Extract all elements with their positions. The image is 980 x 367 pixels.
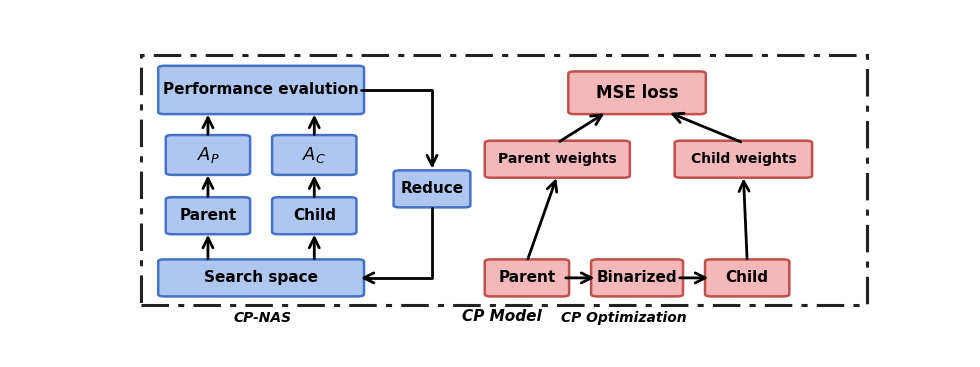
Text: MSE loss: MSE loss (596, 84, 678, 102)
Text: CP Model: CP Model (463, 309, 542, 324)
FancyBboxPatch shape (485, 141, 630, 178)
Text: $A_{P}$: $A_{P}$ (197, 145, 220, 165)
Text: CP-NAS: CP-NAS (234, 311, 292, 325)
FancyBboxPatch shape (674, 141, 812, 178)
Text: $A_{C}$: $A_{C}$ (302, 145, 326, 165)
Text: Parent weights: Parent weights (498, 152, 616, 166)
FancyBboxPatch shape (166, 197, 250, 234)
Text: Performance evalution: Performance evalution (164, 83, 359, 98)
FancyBboxPatch shape (272, 197, 357, 234)
Text: Binarized: Binarized (597, 270, 677, 286)
Text: Child: Child (725, 270, 768, 286)
FancyBboxPatch shape (394, 170, 470, 207)
FancyBboxPatch shape (158, 66, 364, 114)
Text: Parent: Parent (498, 270, 556, 286)
FancyBboxPatch shape (272, 135, 357, 175)
FancyBboxPatch shape (166, 135, 250, 175)
FancyBboxPatch shape (485, 259, 569, 297)
Text: Parent: Parent (179, 208, 236, 223)
FancyBboxPatch shape (568, 72, 706, 114)
Text: Search space: Search space (204, 270, 318, 286)
Text: Reduce: Reduce (401, 181, 464, 196)
FancyBboxPatch shape (158, 259, 364, 297)
Text: Child weights: Child weights (691, 152, 797, 166)
FancyBboxPatch shape (591, 259, 683, 297)
Text: Child: Child (293, 208, 336, 223)
FancyBboxPatch shape (705, 259, 789, 297)
Text: CP Optimization: CP Optimization (561, 311, 687, 325)
